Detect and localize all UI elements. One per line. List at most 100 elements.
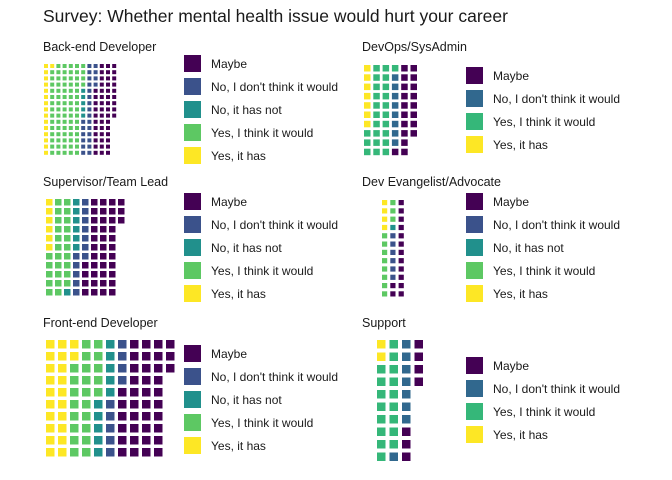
waffle-square [75, 88, 79, 93]
waffle-square [109, 253, 116, 260]
waffle-square [81, 64, 86, 68]
waffle-square [64, 253, 71, 260]
waffle-square [64, 226, 71, 233]
waffle-square [82, 244, 89, 251]
waffle-square [82, 388, 91, 397]
waffle-square [82, 262, 89, 269]
waffle-square [68, 138, 73, 143]
waffle-square [118, 448, 127, 457]
waffle-square [91, 208, 98, 215]
waffle-square [82, 208, 89, 215]
legend-key [466, 113, 483, 130]
waffle-square [389, 402, 398, 411]
waffle-square [44, 107, 48, 112]
waffle-square [142, 412, 151, 421]
waffle-square [73, 235, 80, 242]
waffle-square [118, 412, 127, 421]
waffle-square [46, 448, 55, 457]
waffle-square [142, 352, 151, 361]
waffle-square [364, 92, 371, 100]
waffle-square [82, 412, 91, 421]
waffle-square [55, 253, 62, 260]
waffle-square [373, 65, 380, 72]
waffle-square [91, 217, 98, 224]
waffle-square [130, 364, 139, 373]
waffle-square [106, 88, 110, 93]
waffle-square [391, 120, 399, 128]
waffle-square [402, 377, 411, 386]
waffle-square [91, 235, 98, 242]
waffle-square [389, 365, 398, 374]
waffle-square [390, 224, 396, 231]
waffle-square [87, 113, 92, 118]
waffle-square [62, 95, 67, 99]
waffle-square [82, 376, 91, 385]
waffle-square [93, 95, 98, 99]
waffle-square [130, 352, 139, 361]
waffle-square [87, 119, 92, 124]
waffle-square [99, 132, 104, 137]
waffle-square [58, 340, 67, 349]
waffle-square [118, 364, 127, 373]
waffle-square [62, 119, 67, 124]
waffle-square [112, 70, 117, 75]
waffle-square [50, 88, 55, 93]
waffle-square [82, 217, 89, 224]
legend-key [466, 193, 483, 210]
waffle-square [62, 138, 67, 143]
waffle-square [58, 400, 67, 409]
waffle-square [99, 150, 104, 155]
waffle-square [93, 76, 98, 81]
waffle-square [390, 241, 396, 247]
waffle-square [389, 452, 398, 461]
waffle-square [390, 291, 396, 297]
waffle-square [70, 352, 79, 361]
waffle-square [364, 130, 371, 137]
waffle-square [58, 412, 67, 421]
waffle-square [100, 235, 107, 242]
waffle-square [91, 289, 98, 296]
waffle-square [73, 253, 80, 260]
waffle-square [55, 199, 62, 206]
waffle-square [75, 138, 79, 143]
waffle-square [87, 132, 92, 137]
waffle-square [75, 76, 79, 81]
waffle-square [94, 424, 103, 433]
legend-label: Yes, I think it would [493, 115, 595, 129]
waffle-square [391, 139, 399, 146]
waffle-square [75, 144, 79, 149]
waffle-square [382, 139, 390, 146]
waffle-square [382, 200, 388, 206]
waffle-square [106, 138, 110, 143]
waffle-square [94, 388, 103, 397]
waffle-square [377, 352, 386, 361]
waffle-square [373, 83, 380, 91]
waffle-square [81, 82, 86, 87]
waffle-square [91, 244, 98, 251]
waffle-square [402, 452, 411, 461]
waffle-square [50, 138, 55, 143]
waffle-square [373, 139, 380, 146]
legend-label: No, I don't think it would [493, 382, 620, 396]
waffle-square [142, 364, 151, 373]
waffle-square [382, 274, 388, 280]
waffle-square [68, 70, 73, 75]
waffle-square [94, 412, 103, 421]
waffle-square [91, 262, 98, 269]
legend-label: Yes, I think it would [493, 405, 595, 419]
waffle-square [391, 130, 399, 137]
waffle-square [390, 258, 396, 264]
waffle-square [364, 74, 371, 81]
legend-label: Yes, I think it would [211, 264, 313, 278]
waffle-square [377, 415, 386, 424]
waffle-square [81, 101, 86, 106]
waffle-square [81, 150, 86, 155]
waffle-square [401, 139, 408, 146]
waffle-square [106, 364, 115, 373]
waffle-square [390, 249, 396, 255]
waffle-square [106, 150, 110, 155]
legend-label: No, I don't think it would [493, 218, 620, 232]
waffle-square [100, 217, 107, 224]
waffle-square [382, 233, 388, 239]
waffle-square [82, 253, 89, 260]
